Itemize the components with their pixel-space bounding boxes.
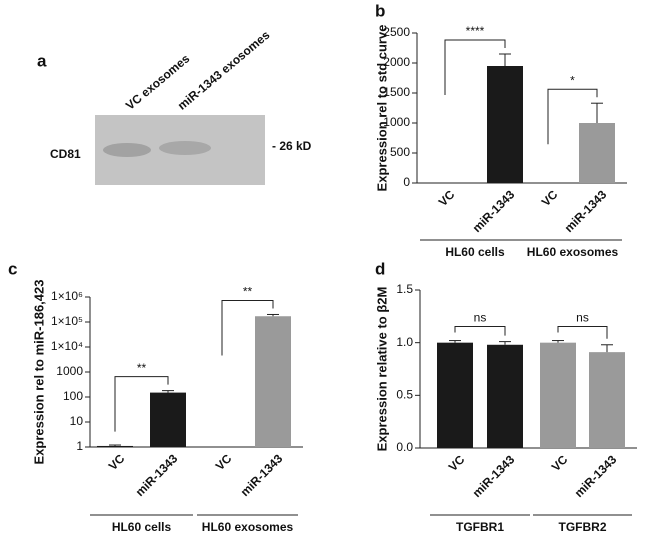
x-tick-label: VC: [436, 187, 458, 209]
y-tick-label: 1×10⁴: [51, 339, 83, 353]
group-label: TGFBR2: [559, 520, 607, 534]
group-label: HL60 cells: [445, 245, 505, 259]
x-tick-label: VC: [213, 451, 235, 473]
group-label: HL60 exosomes: [527, 245, 619, 259]
bar: [579, 123, 615, 183]
significance-label: **: [137, 361, 147, 375]
panel-label: c: [8, 259, 17, 278]
y-tick-label: 2500: [383, 25, 410, 39]
bar: [255, 316, 291, 447]
y-tick-label: 10: [70, 414, 84, 428]
y-tick-label: 2000: [383, 55, 410, 69]
significance-bracket: [547, 88, 598, 145]
marker-label: - 26 kD: [272, 139, 312, 153]
significance-label: *: [570, 73, 575, 87]
y-tick-label: 500: [390, 145, 410, 159]
group-label: TGFBR1: [456, 520, 504, 534]
x-tick-label: VC: [446, 452, 468, 474]
significance-label: ns: [576, 311, 589, 325]
significance-bracket: [444, 39, 506, 95]
bar: [437, 342, 473, 448]
bar: [540, 342, 576, 448]
bar: [97, 445, 133, 447]
bar: [589, 352, 625, 448]
y-tick-label: 1.5: [396, 282, 413, 296]
significance-bracket: [114, 376, 169, 432]
x-tick-label: miR-1343: [470, 187, 518, 235]
bar: [487, 344, 523, 448]
y-tick-label: 1×10⁵: [51, 314, 83, 328]
significance-bracket: [454, 326, 506, 336]
blot-band: [103, 143, 151, 157]
y-tick-label: 1000: [383, 115, 410, 129]
y-tick-label: 0.0: [396, 440, 413, 454]
y-tick-label: 0: [403, 175, 410, 189]
bar: [150, 392, 186, 447]
group-label: HL60 exosomes: [202, 520, 294, 534]
panel-label: a: [37, 51, 47, 70]
bar: [487, 66, 523, 183]
x-tick-label: miR-1343: [562, 187, 610, 235]
significance-bracket: [221, 299, 274, 356]
lane-label: miR-1343 exosomes: [175, 28, 273, 113]
y-tick-label: 0.5: [396, 388, 413, 402]
panel-label: d: [375, 259, 385, 278]
y-tick-label: 1.0: [396, 335, 413, 349]
y-tick-label: 1: [76, 439, 83, 453]
y-axis-label: Expression rel to std curve: [374, 25, 389, 192]
x-tick-label: VC: [549, 452, 571, 474]
significance-label: **: [243, 285, 253, 299]
y-tick-label: 1000: [56, 364, 83, 378]
x-tick-label: VC: [539, 187, 561, 209]
x-tick-label: miR-1343: [470, 452, 518, 500]
x-tick-label: VC: [106, 451, 128, 473]
y-tick-label: 100: [63, 389, 83, 403]
y-tick-label: 1500: [383, 85, 410, 99]
y-axis-label: Expression relative to β2M: [374, 287, 389, 452]
blot-band: [159, 141, 211, 155]
significance-label: ****: [466, 24, 485, 38]
x-tick-label: miR-1343: [572, 452, 620, 500]
x-tick-label: miR-1343: [133, 451, 181, 499]
y-tick-label: 1×10⁶: [51, 289, 83, 303]
protein-label: CD81: [50, 147, 81, 161]
significance-label: ns: [474, 311, 487, 325]
significance-bracket: [557, 326, 608, 339]
group-label: HL60 cells: [112, 520, 172, 534]
y-axis-label: Expression rel to miR-186,423: [31, 280, 46, 465]
panel-label: b: [375, 1, 385, 20]
x-tick-label: miR-1343: [238, 451, 286, 499]
